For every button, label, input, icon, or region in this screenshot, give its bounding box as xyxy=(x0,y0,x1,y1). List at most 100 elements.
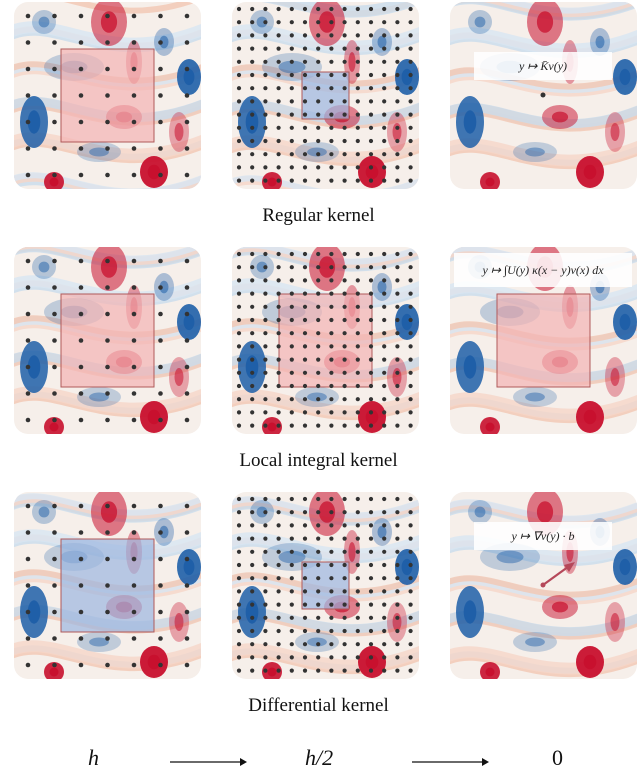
grid-point xyxy=(250,410,255,415)
grid-point xyxy=(250,510,255,515)
grid-point xyxy=(368,178,374,183)
grid-point xyxy=(250,112,255,117)
grid-point xyxy=(25,311,31,317)
vortex-core xyxy=(100,11,118,33)
grid-point xyxy=(302,536,308,541)
grid-point xyxy=(316,99,321,104)
grid-point xyxy=(263,278,268,283)
grid-point xyxy=(78,146,84,151)
grid-point xyxy=(302,602,308,607)
field-streak xyxy=(14,386,201,415)
grid-point xyxy=(289,304,294,309)
grid-point xyxy=(316,423,321,428)
field-svg xyxy=(232,2,419,189)
grid-point xyxy=(276,536,281,541)
grid-point xyxy=(263,370,268,375)
grid-point xyxy=(184,417,190,423)
vortex-core xyxy=(100,501,118,523)
grid-point xyxy=(408,589,413,594)
grid-point xyxy=(131,503,137,509)
grid-point xyxy=(276,99,281,104)
grid-point xyxy=(355,523,360,528)
axis-arrow-1 xyxy=(170,758,247,766)
grid-point xyxy=(289,265,294,270)
grid-point xyxy=(25,364,31,370)
grid-point xyxy=(263,562,268,568)
grid-point xyxy=(263,523,268,528)
grid-point xyxy=(368,536,374,541)
grid-point xyxy=(368,112,374,117)
grid-point xyxy=(355,510,360,515)
grid-point xyxy=(289,138,294,144)
grid-point xyxy=(158,40,163,45)
grid-point xyxy=(289,397,294,402)
grid-point xyxy=(263,423,268,428)
grid-point xyxy=(355,496,360,502)
grid-point xyxy=(158,285,163,290)
vortex-core xyxy=(159,35,169,49)
field-streak xyxy=(14,275,201,304)
grid-point xyxy=(263,86,268,91)
grid-point xyxy=(408,523,413,528)
grid-point xyxy=(302,125,308,130)
grid-point xyxy=(131,93,137,98)
grid-point xyxy=(250,165,255,170)
grid-point xyxy=(276,510,281,515)
grid-point xyxy=(25,503,31,509)
vortex-core xyxy=(610,123,620,141)
grid-point xyxy=(78,338,84,343)
grid-point xyxy=(52,66,57,72)
grid-point xyxy=(368,589,374,594)
vortex-core xyxy=(174,613,184,631)
evaluation-point xyxy=(540,582,546,588)
vortex-core xyxy=(174,368,184,386)
grid-point xyxy=(368,265,374,270)
field-streak xyxy=(14,172,201,189)
grid-point xyxy=(342,20,347,25)
axis-arrow-2 xyxy=(412,758,489,766)
grid-point xyxy=(250,152,255,157)
grid-point xyxy=(382,496,387,502)
grid-point xyxy=(250,291,255,296)
grid-point xyxy=(263,59,268,64)
grid-point xyxy=(329,251,334,257)
grid-point xyxy=(276,125,281,130)
grid-point xyxy=(329,152,334,157)
grid-point xyxy=(329,536,334,541)
vortex-core xyxy=(89,392,109,402)
grid-point xyxy=(263,317,268,323)
grid-point xyxy=(355,344,360,349)
grid-point xyxy=(395,86,400,91)
grid-point xyxy=(368,278,374,283)
field-streak xyxy=(232,135,419,164)
grid-point xyxy=(355,6,360,12)
grid-point xyxy=(302,72,308,78)
vortex-core xyxy=(551,111,569,123)
grid-point xyxy=(302,423,308,428)
grid-point xyxy=(263,152,268,157)
grid-point xyxy=(408,370,413,375)
grid-point xyxy=(276,410,281,415)
grid-point xyxy=(395,549,400,554)
grid-point xyxy=(263,615,268,620)
caption-local-integral-kernel: Local integral kernel xyxy=(239,450,398,471)
field-streak xyxy=(14,640,201,669)
vortex-core xyxy=(159,525,169,539)
field-svg xyxy=(450,2,637,189)
grid-point xyxy=(276,615,281,620)
grid-point xyxy=(276,165,281,170)
grid-point xyxy=(316,536,321,541)
grid-point xyxy=(158,583,163,588)
arrow-head xyxy=(564,562,575,572)
grid-point xyxy=(52,146,57,151)
grid-point xyxy=(302,165,308,170)
grid-point xyxy=(276,265,281,270)
grid-point xyxy=(408,138,413,144)
grid-point xyxy=(250,344,255,349)
grid-point xyxy=(250,317,255,323)
grid-point xyxy=(355,251,360,257)
field-streak xyxy=(450,499,637,522)
grid-point xyxy=(395,331,400,336)
grid-point xyxy=(263,576,268,581)
grid-point xyxy=(105,40,110,45)
